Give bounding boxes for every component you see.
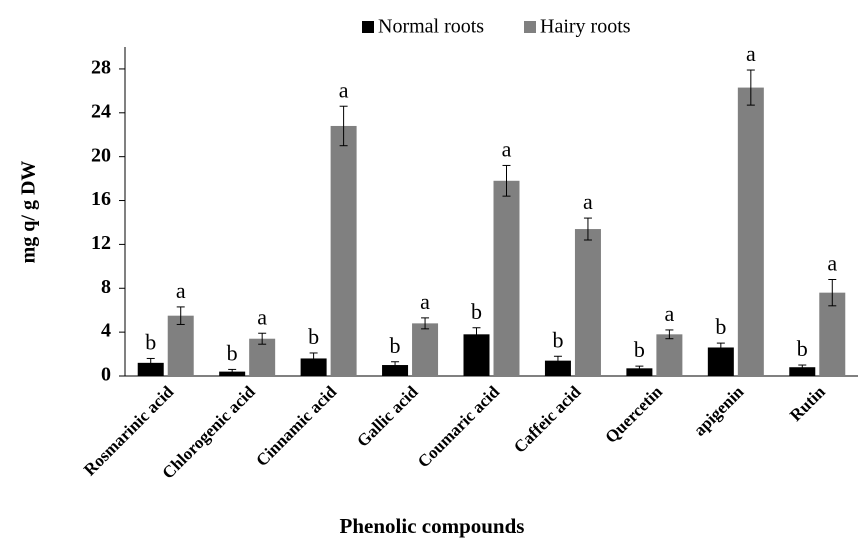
legend-swatch <box>524 21 536 33</box>
significance-letter: a <box>257 304 267 329</box>
bar <box>574 229 601 376</box>
significance-letter: a <box>583 189 593 214</box>
bar <box>412 323 439 376</box>
x-tick-label: Gallic acid <box>353 382 422 451</box>
bar <box>737 87 764 377</box>
x-tick-label: Rutin <box>786 382 829 425</box>
bar <box>819 292 846 376</box>
bar <box>789 367 816 376</box>
bar <box>249 338 276 376</box>
x-axis-label: Phenolic compounds <box>340 514 525 538</box>
bar <box>300 358 327 376</box>
x-tick-label: Coumaric acid <box>414 382 504 472</box>
significance-letter: b <box>634 337 645 362</box>
y-tick-label: 12 <box>91 232 111 254</box>
significance-letter: b <box>308 324 319 349</box>
significance-letter: a <box>420 289 430 314</box>
y-tick-label: 8 <box>101 276 111 298</box>
significance-letter: a <box>339 77 349 102</box>
legend-swatch <box>362 21 374 33</box>
y-tick-label: 20 <box>91 144 111 166</box>
x-tick-label: apigenin <box>690 382 748 440</box>
y-tick-label: 28 <box>91 57 111 79</box>
significance-letter: b <box>797 336 808 361</box>
bar <box>382 365 409 376</box>
significance-letter: b <box>471 299 482 324</box>
y-tick-label: 4 <box>101 320 111 342</box>
bar <box>167 315 194 376</box>
bar <box>626 368 653 376</box>
y-tick-label: 0 <box>101 364 111 386</box>
significance-letter: b <box>715 314 726 339</box>
significance-letter: a <box>746 41 756 66</box>
significance-letter: a <box>827 251 837 276</box>
x-tick-label: Cinnamic acid <box>252 382 340 470</box>
bar <box>330 125 357 377</box>
significance-letter: a <box>502 136 512 161</box>
bar <box>137 362 164 376</box>
significance-letter: b <box>390 333 401 358</box>
x-tick-label: Caffeic acid <box>510 382 585 457</box>
bar <box>493 180 520 376</box>
y-tick-label: 24 <box>91 100 111 122</box>
significance-letter: a <box>665 301 675 326</box>
legend-label: Hairy roots <box>540 16 631 38</box>
y-axis-label: mg q/ g DW <box>18 161 40 264</box>
significance-letter: b <box>227 340 238 365</box>
significance-letter: b <box>145 330 156 355</box>
x-tick-label: Quercetin <box>601 382 666 447</box>
y-tick-label: 16 <box>91 188 111 210</box>
significance-letter: b <box>552 327 563 352</box>
bar <box>544 360 571 376</box>
bar <box>656 334 683 376</box>
significance-letter: a <box>176 278 186 303</box>
legend-label: Normal roots <box>378 16 484 38</box>
